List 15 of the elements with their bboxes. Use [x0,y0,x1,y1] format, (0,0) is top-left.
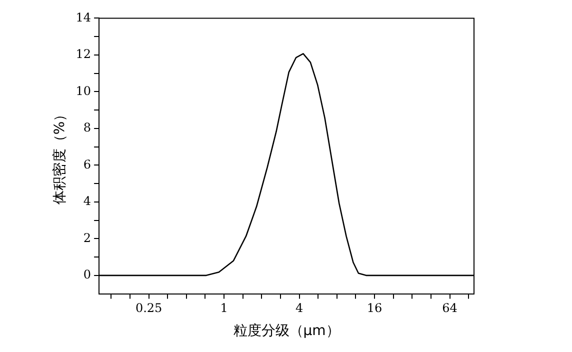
y-axis-title: 体积密度（%） [52,107,68,205]
x-tick-label: 0.25 [135,301,162,316]
y-tick-label: 12 [76,47,92,62]
y-tick-label: 10 [76,84,92,98]
x-axis-title: 粒度分级（μm） [233,323,340,340]
y-tick-label: 4 [83,194,92,208]
y-tick-label: 14 [76,10,92,24]
x-tick-label: 64 [442,301,458,316]
y-tick-label: 0 [83,268,92,282]
y-tick-label: 2 [83,230,92,245]
x-tick-label: 16 [366,301,382,316]
x-tick-label: 1 [220,301,228,316]
x-tick-label: 4 [295,301,304,316]
y-tick-label: 6 [83,157,92,172]
y-tick-label: 8 [83,120,92,135]
